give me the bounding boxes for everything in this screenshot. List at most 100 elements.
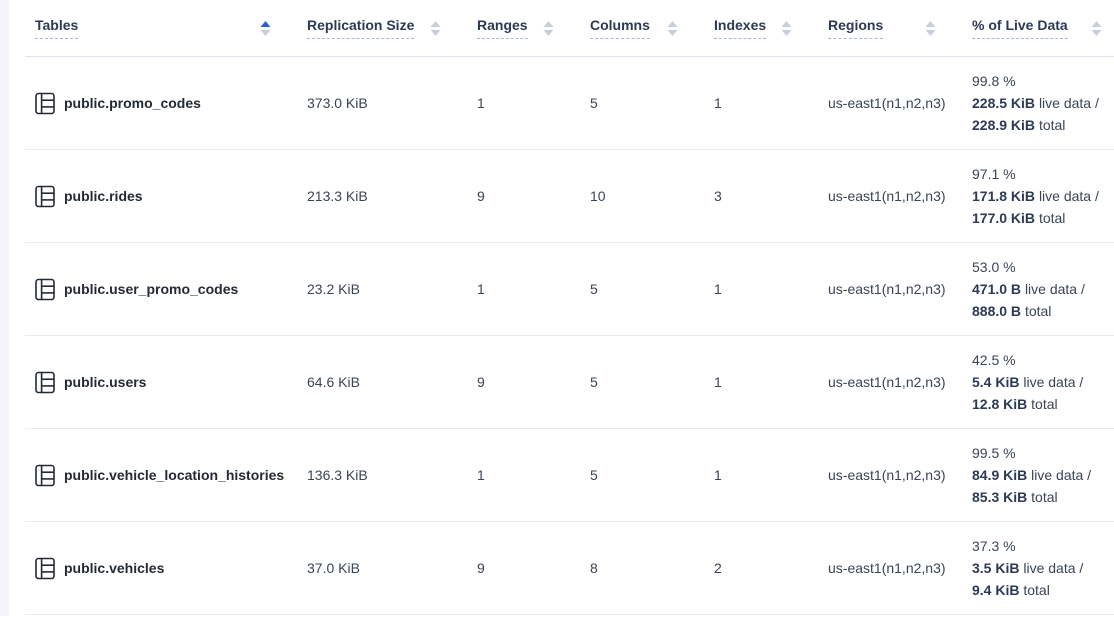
regions-cell: us-east1(n1,n2,n3) — [828, 281, 946, 297]
total-data-size: 12.8 KiB total — [972, 396, 1058, 412]
ranges-cell: 9 — [477, 560, 485, 576]
table-name-cell[interactable]: public.vehicles — [25, 557, 307, 580]
regions-cell: us-east1(n1,n2,n3) — [828, 560, 946, 576]
indexes-cell: 2 — [714, 560, 722, 576]
column-header-indexes[interactable]: Indexes — [714, 17, 828, 39]
live-data-cell: 53.0 % 471.0 B live data / 888.0 B total — [972, 256, 1114, 322]
table-icon — [35, 557, 55, 579]
sort-icon[interactable] — [667, 20, 678, 36]
live-data-cell: 42.5 % 5.4 KiB live data / 12.8 KiB tota… — [972, 349, 1114, 415]
sort-desc-triangle — [430, 29, 441, 36]
regions-cell: us-east1(n1,n2,n3) — [828, 188, 946, 204]
column-header-regions[interactable]: Regions — [828, 17, 972, 39]
column-header-replication-size[interactable]: Replication Size — [307, 17, 477, 39]
sort-asc-triangle — [925, 20, 936, 27]
columns-cell: 5 — [590, 467, 598, 483]
replication-size-cell: 23.2 KiB — [307, 281, 360, 297]
regions-cell: us-east1(n1,n2,n3) — [828, 467, 946, 483]
table-icon — [35, 278, 55, 300]
total-data-size: 888.0 B total — [972, 303, 1052, 319]
column-header-live-data[interactable]: % of Live Data — [972, 17, 1114, 39]
sort-icon[interactable] — [260, 20, 271, 36]
live-data-cell: 99.8 % 228.5 KiB live data / 228.9 KiB t… — [972, 70, 1114, 136]
column-header-label: % of Live Data — [972, 17, 1068, 39]
table-name-cell[interactable]: public.promo_codes — [25, 92, 307, 115]
live-data-cell: 99.5 % 84.9 KiB live data / 85.3 KiB tot… — [972, 442, 1114, 508]
column-header-tables[interactable]: Tables — [25, 17, 307, 39]
table-icon — [35, 464, 55, 486]
sort-icon[interactable] — [781, 20, 792, 36]
table-name-cell[interactable]: public.users — [25, 371, 307, 394]
ranges-cell: 1 — [477, 95, 485, 111]
columns-cell: 10 — [590, 188, 606, 204]
table-row-vehicles[interactable]: public.vehicles 37.0 KiB 9 8 2 us-east1(… — [25, 522, 1114, 615]
live-data-cell: 97.1 % 171.8 KiB live data / 177.0 KiB t… — [972, 163, 1114, 229]
columns-cell: 8 — [590, 560, 598, 576]
total-data-size: 177.0 KiB total — [972, 210, 1066, 226]
sort-icon[interactable] — [1091, 20, 1102, 36]
replication-size-cell: 136.3 KiB — [307, 467, 368, 483]
page-left-gutter — [0, 0, 9, 616]
table-header-row: Tables Replication Size Ranges Colu — [25, 0, 1114, 57]
table-row-user_promo_codes[interactable]: public.user_promo_codes 23.2 KiB 1 5 1 u… — [25, 243, 1114, 336]
column-header-label: Ranges — [477, 17, 528, 39]
column-header-ranges[interactable]: Ranges — [477, 17, 590, 39]
sort-asc-triangle — [781, 20, 792, 27]
column-header-label: Regions — [828, 17, 884, 39]
live-data-size: 228.5 KiB live data / — [972, 95, 1099, 111]
indexes-cell: 1 — [714, 95, 722, 111]
column-header-label: Columns — [590, 17, 650, 39]
table-name[interactable]: public.vehicle_location_histories — [64, 467, 285, 483]
table-icon — [35, 92, 55, 114]
live-data-percent: 42.5 % — [972, 352, 1016, 368]
replication-size-cell: 37.0 KiB — [307, 560, 360, 576]
sort-icon[interactable] — [925, 20, 936, 36]
columns-cell: 5 — [590, 95, 598, 111]
column-header-columns[interactable]: Columns — [590, 17, 714, 39]
sort-desc-triangle — [1091, 29, 1102, 36]
table-row-vehicle_location_histories[interactable]: public.vehicle_location_histories 136.3 … — [25, 429, 1114, 522]
column-header-label: Tables — [35, 17, 79, 39]
live-data-size: 171.8 KiB live data / — [972, 188, 1099, 204]
total-data-size: 9.4 KiB total — [972, 582, 1050, 598]
columns-cell: 5 — [590, 281, 598, 297]
sort-desc-triangle — [260, 29, 271, 36]
total-data-size: 85.3 KiB total — [972, 489, 1058, 505]
sort-desc-triangle — [781, 29, 792, 36]
ranges-cell: 1 — [477, 281, 485, 297]
table-icon — [35, 185, 55, 207]
indexes-cell: 1 — [714, 281, 722, 297]
table-name[interactable]: public.user_promo_codes — [64, 281, 239, 297]
indexes-cell: 1 — [714, 467, 722, 483]
live-data-size: 84.9 KiB live data / — [972, 467, 1092, 483]
table-name[interactable]: public.rides — [64, 188, 143, 204]
table-name[interactable]: public.users — [64, 374, 147, 390]
indexes-cell: 3 — [714, 188, 722, 204]
sort-asc-triangle — [430, 20, 441, 27]
table-name[interactable]: public.promo_codes — [64, 95, 201, 111]
live-data-percent: 99.8 % — [972, 73, 1016, 89]
sort-desc-triangle — [667, 29, 678, 36]
table-name-cell[interactable]: public.vehicle_location_histories — [25, 464, 307, 487]
live-data-size: 471.0 B live data / — [972, 281, 1085, 297]
replication-size-cell: 373.0 KiB — [307, 95, 368, 111]
sort-icon[interactable] — [430, 20, 441, 36]
replication-size-cell: 213.3 KiB — [307, 188, 368, 204]
table-name-cell[interactable]: public.user_promo_codes — [25, 278, 307, 301]
sort-desc-triangle — [925, 29, 936, 36]
table-row-rides[interactable]: public.rides 213.3 KiB 9 10 3 us-east1(n… — [25, 150, 1114, 243]
tables-table: Tables Replication Size Ranges Colu — [25, 0, 1114, 615]
live-data-cell: 37.3 % 3.5 KiB live data / 9.4 KiB total — [972, 535, 1114, 601]
table-row-users[interactable]: public.users 64.6 KiB 9 5 1 us-east1(n1,… — [25, 336, 1114, 429]
table-name-cell[interactable]: public.rides — [25, 185, 307, 208]
table-name[interactable]: public.vehicles — [64, 560, 165, 576]
indexes-cell: 1 — [714, 374, 722, 390]
live-data-percent: 99.5 % — [972, 445, 1016, 461]
column-header-label: Replication Size — [307, 17, 415, 39]
regions-cell: us-east1(n1,n2,n3) — [828, 374, 946, 390]
ranges-cell: 9 — [477, 374, 485, 390]
sort-icon[interactable] — [543, 20, 554, 36]
columns-cell: 5 — [590, 374, 598, 390]
table-row-promo_codes[interactable]: public.promo_codes 373.0 KiB 1 5 1 us-ea… — [25, 57, 1114, 150]
ranges-cell: 1 — [477, 467, 485, 483]
